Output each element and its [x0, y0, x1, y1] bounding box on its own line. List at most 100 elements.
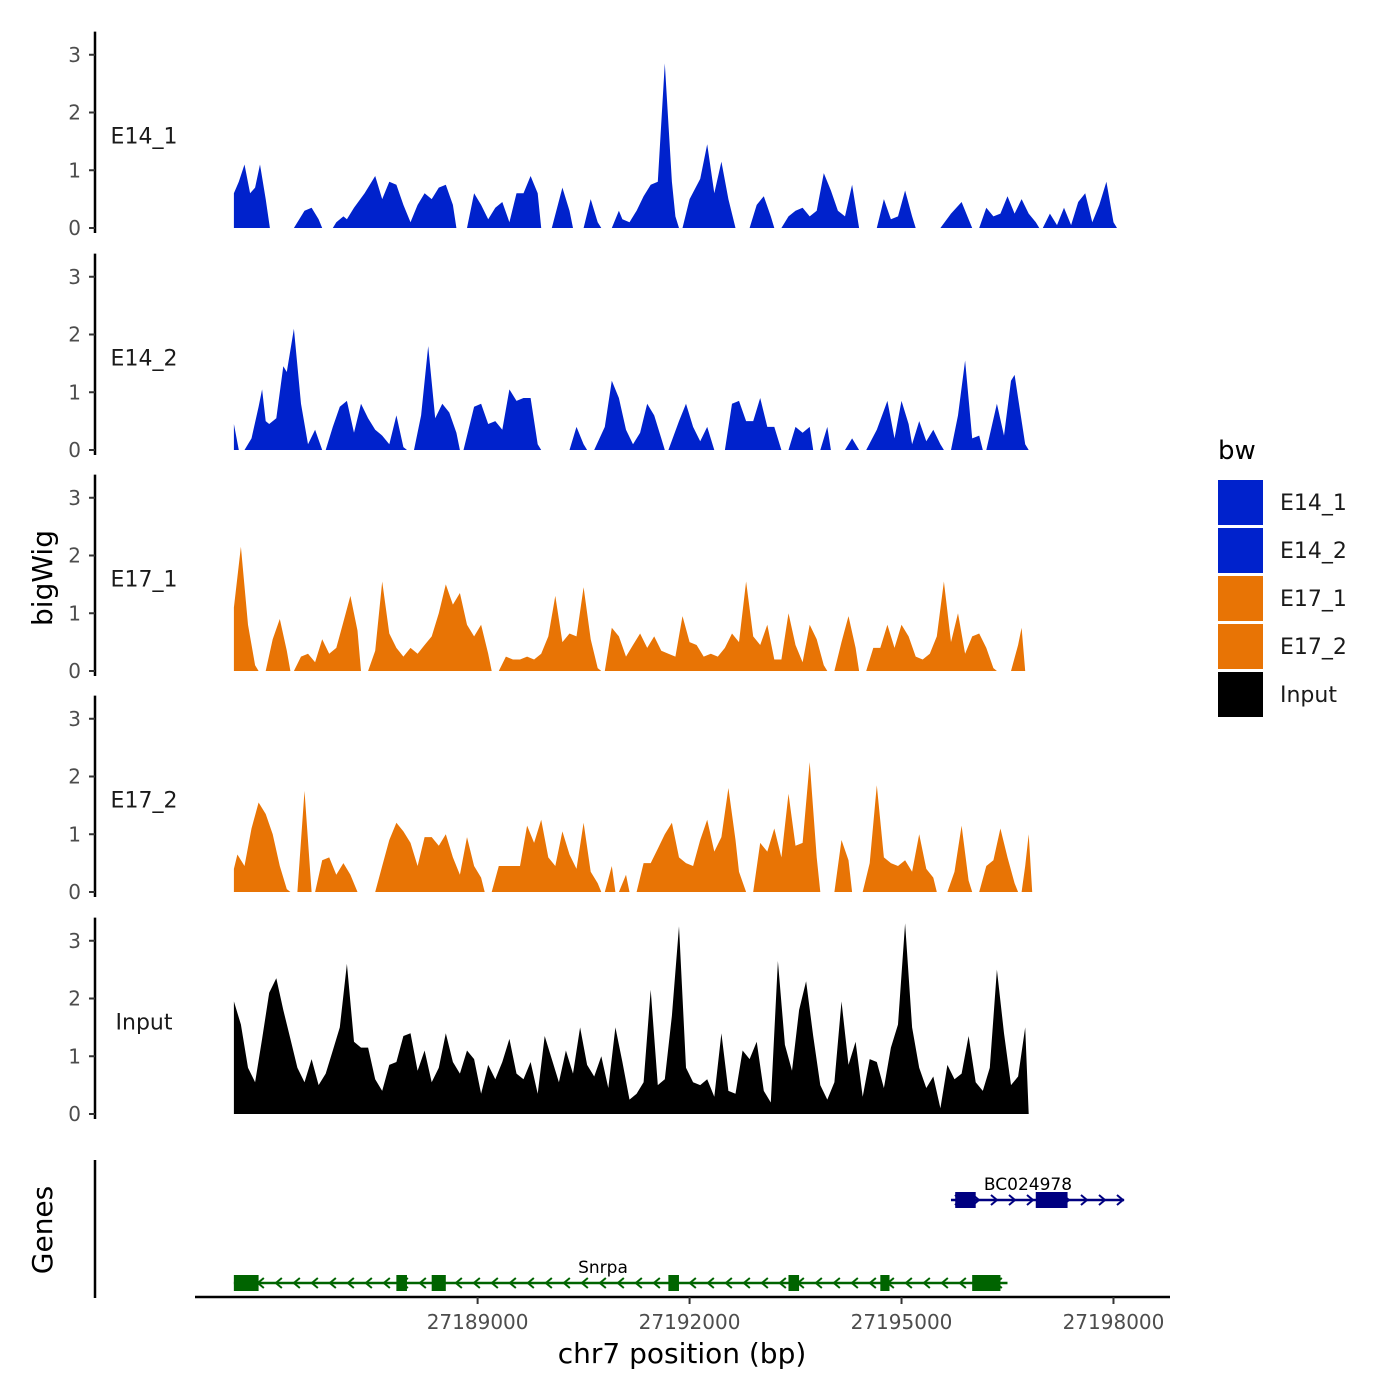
y-tick-label: 3 [68, 929, 81, 953]
genes-axis-title: Genes [26, 1186, 59, 1274]
gene-label: Snrpa [578, 1258, 628, 1278]
x-axis-title: chr7 position (bp) [558, 1337, 807, 1370]
x-tick-label: 27192000 [639, 1310, 741, 1334]
x-tick-label: 27198000 [1063, 1310, 1165, 1334]
y-tick-label: 1 [68, 822, 81, 846]
y-tick-label: 2 [68, 101, 81, 125]
legend-label: E14_1 [1280, 491, 1347, 516]
y-tick-label: 1 [68, 601, 81, 625]
legend-swatch [1218, 480, 1263, 525]
y-tick-label: 3 [68, 486, 81, 510]
strand-arrow [598, 1277, 607, 1289]
strand-arrow [1026, 1194, 1035, 1206]
tracks-layer: 0 1 2 3 E14_1 0 1 2 3 E14_2 0 1 2 3 E17_1 0 1 2 3 E17_2 0 1 2 3… [68, 31, 1117, 1126]
track-area [233, 546, 1026, 671]
x-tick-label: 27195000 [851, 1310, 953, 1334]
legend-label: Input [1280, 683, 1337, 708]
strand-arrow [346, 1277, 355, 1289]
legend-swatch [1218, 576, 1263, 621]
gene-exon [880, 1275, 890, 1291]
strand-arrow [652, 1277, 661, 1289]
gene-exon [668, 1275, 679, 1291]
strand-arrow [454, 1277, 463, 1289]
legend-entry: Input [1218, 672, 1337, 717]
strand-arrow [760, 1277, 769, 1289]
strand-arrow [958, 1277, 967, 1289]
strand-arrow [850, 1277, 859, 1289]
strand-arrow [1098, 1194, 1107, 1206]
track-label: E17_1 [111, 568, 178, 593]
legend-entry: E17_1 [1218, 576, 1347, 621]
strand-arrow [310, 1277, 319, 1289]
strand-arrow [274, 1277, 283, 1289]
strand-arrow [562, 1277, 571, 1289]
legend-entry: E14_2 [1218, 528, 1347, 573]
gene-exon [955, 1192, 976, 1208]
strand-arrow [490, 1277, 499, 1289]
track-input: 0 1 2 3 Input [68, 917, 1029, 1126]
legend-label: E17_2 [1280, 635, 1347, 660]
legend: bw E14_1 E14_2 E17_1 E17_2 Input [1218, 436, 1347, 717]
gene-exon [233, 1275, 259, 1291]
strand-arrow [328, 1277, 337, 1289]
strand-arrow [382, 1277, 391, 1289]
y-tick-label: 2 [68, 987, 81, 1011]
genes-layer: BC024978 Snrpa [93, 1160, 1125, 1298]
legend-label: E17_1 [1280, 587, 1347, 612]
strand-arrow [742, 1277, 751, 1289]
track-e17-1: 0 1 2 3 E17_1 [68, 474, 1026, 683]
strand-arrow [868, 1277, 877, 1289]
y-tick-label: 3 [68, 43, 81, 67]
gene-exon [975, 1275, 1001, 1291]
y-tick-label: 2 [68, 323, 81, 347]
gene-bc024978: BC024978 [950, 1175, 1125, 1208]
gene-exon [396, 1275, 407, 1291]
track-e17-2: 0 1 2 3 E17_2 [68, 695, 1033, 904]
y-tick-label: 0 [68, 880, 81, 904]
strand-arrow [922, 1277, 931, 1289]
legend-entries: E14_1 E14_2 E17_1 E17_2 Input [1218, 480, 1347, 717]
strand-arrow [832, 1277, 841, 1289]
legend-title: bw [1218, 436, 1256, 466]
track-label: E17_2 [111, 789, 178, 814]
legend-entry: E17_2 [1218, 624, 1347, 669]
strand-arrow [940, 1277, 949, 1289]
strand-arrow [1008, 1194, 1017, 1206]
y-tick-label: 0 [68, 1102, 81, 1126]
strand-arrow [1080, 1194, 1089, 1206]
track-area [233, 762, 1033, 892]
track-area [233, 923, 1029, 1114]
strand-arrow [724, 1277, 733, 1289]
x-tick-label: 27189000 [427, 1310, 529, 1334]
x-axis: 27189000 27192000 27195000 27198000 [195, 1295, 1170, 1334]
legend-swatch [1218, 624, 1263, 669]
gene-exon [788, 1275, 800, 1291]
y-tick-label: 0 [68, 216, 81, 240]
strand-arrow [634, 1277, 643, 1289]
track-label: E14_1 [111, 125, 178, 150]
track-label: Input [116, 1011, 173, 1036]
y-tick-label: 1 [68, 380, 81, 404]
strand-arrow [418, 1277, 427, 1289]
strand-arrow [814, 1277, 823, 1289]
y-tick-label: 1 [68, 1044, 81, 1068]
strand-arrow [472, 1277, 481, 1289]
gene-exon [431, 1275, 446, 1291]
strand-arrow [364, 1277, 373, 1289]
y-tick-label: 2 [68, 765, 81, 789]
strand-arrow [1116, 1194, 1125, 1206]
y-axis-title: bigWig [26, 530, 59, 626]
track-label: E14_2 [111, 347, 178, 372]
y-tick-label: 0 [68, 659, 81, 683]
strand-arrow [688, 1277, 697, 1289]
y-tick-label: 3 [68, 707, 81, 731]
legend-swatch [1218, 528, 1263, 573]
gene-label: BC024978 [984, 1175, 1072, 1195]
y-tick-label: 1 [68, 158, 81, 182]
strand-arrow [904, 1277, 913, 1289]
strand-arrow [292, 1277, 301, 1289]
track-e14-2: 0 1 2 3 E14_2 [68, 253, 1029, 462]
y-tick-label: 3 [68, 265, 81, 289]
